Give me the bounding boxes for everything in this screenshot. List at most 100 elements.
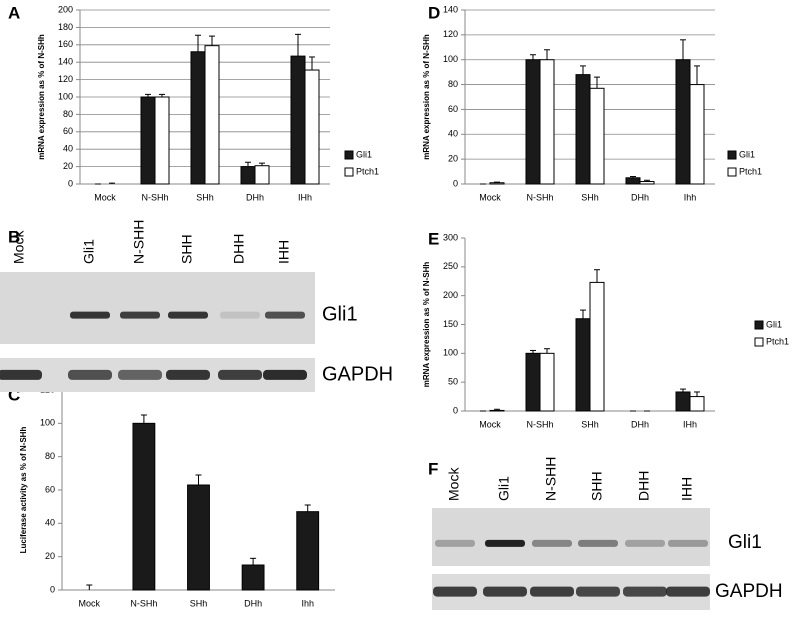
y-tick-label: 180 [58, 22, 73, 32]
error-bar [494, 181, 500, 183]
error-bar [580, 309, 586, 319]
blot-membrane [432, 508, 710, 566]
blot-band [668, 539, 708, 547]
y-axis-label: mRNA expression as % of N-SHh [422, 34, 431, 160]
legend-swatch [344, 150, 354, 160]
y-tick-label: 60 [448, 104, 458, 114]
x-tick-label: N-SHh [526, 419, 553, 429]
bar [140, 96, 156, 185]
y-tick-label: 40 [45, 518, 55, 528]
error-bar [295, 33, 301, 57]
blot-band [576, 586, 620, 597]
y-tick-label: 200 [443, 290, 458, 300]
y-tick-label: 50 [448, 377, 458, 387]
error-bar [195, 34, 201, 52]
bar [689, 84, 705, 185]
x-tick-label: SHh [581, 192, 599, 202]
blot-band [166, 369, 210, 380]
error-bar [309, 56, 315, 71]
y-tick-label: 40 [63, 144, 73, 154]
bar [132, 422, 156, 591]
x-tick-label: Ihh [684, 192, 697, 202]
legend-label: Gli1 [739, 149, 755, 159]
blot-band [483, 586, 527, 597]
y-tick-label: 150 [443, 319, 458, 329]
y-tick-label: 60 [63, 126, 73, 136]
error-bar [580, 65, 586, 75]
error-bar [86, 584, 93, 590]
bar [675, 59, 691, 185]
x-tick-label: SHh [190, 598, 208, 608]
error-bar [530, 349, 536, 354]
error-bar [140, 414, 147, 424]
blot-band [70, 311, 110, 319]
y-tick-label: 0 [453, 405, 458, 415]
error-bar [530, 54, 536, 60]
blot-band [530, 586, 574, 597]
error-bar [680, 388, 686, 392]
panel-label: E [428, 229, 439, 248]
blot-band [666, 586, 710, 597]
bar [575, 74, 591, 185]
panel-label: B [8, 227, 20, 246]
y-tick-label: 140 [443, 4, 458, 14]
bar [589, 281, 605, 412]
lane-label: Mock [446, 467, 462, 501]
lane-label: SHH [179, 234, 195, 264]
x-tick-label: Mock [479, 419, 501, 429]
error-bar [544, 49, 550, 60]
blot-band [0, 369, 42, 380]
error-bar [694, 391, 700, 397]
x-tick-label: Mock [94, 192, 116, 202]
x-tick-label: Mock [479, 192, 501, 202]
blot-band [623, 586, 667, 597]
blot-band [532, 539, 572, 547]
bar [525, 352, 541, 412]
blot-band [263, 369, 307, 380]
y-tick-label: 0 [453, 178, 458, 188]
legend-swatch [344, 167, 354, 177]
error-bar [145, 93, 151, 97]
blot-row-label: Gli1 [728, 532, 762, 553]
lane-label: SHH [589, 471, 605, 501]
blot-band [68, 369, 112, 380]
x-tick-label: Mock [79, 598, 101, 608]
error-bar [594, 76, 600, 89]
y-tick-label: 120 [443, 29, 458, 39]
y-tick-label: 80 [63, 109, 73, 119]
y-tick-label: 0 [68, 178, 73, 188]
lane-label: DHH [636, 471, 652, 501]
bar [254, 165, 270, 185]
y-tick-label: 100 [443, 54, 458, 64]
legend-label: Gli1 [356, 149, 372, 159]
x-tick-label: SHh [581, 419, 599, 429]
bar [296, 511, 320, 591]
blot-band [220, 311, 260, 319]
blot-membrane [0, 272, 315, 344]
error-bar [195, 474, 202, 485]
error-bar [494, 408, 500, 411]
blot-band [218, 369, 262, 380]
error-bar [630, 176, 636, 178]
y-tick-label: 250 [443, 261, 458, 271]
bar [190, 51, 206, 185]
lane-label: DHH [231, 234, 247, 264]
legend-label: Ptch1 [766, 336, 789, 346]
blot-band [168, 311, 208, 319]
panel-label: F [428, 459, 438, 478]
panel-label: A [8, 3, 20, 22]
bar [154, 96, 170, 185]
bar [539, 352, 555, 412]
lane-label: N-SHH [131, 220, 147, 264]
y-axis-label: Luciferase activity as % of N-SHh [19, 427, 28, 554]
bar [539, 59, 555, 185]
bar [689, 396, 705, 412]
bar [589, 87, 605, 185]
bar [290, 55, 306, 185]
legend-swatch [754, 320, 764, 330]
x-tick-label: N-SHh [141, 192, 168, 202]
legend-swatch [754, 337, 764, 347]
x-tick-label: DHh [244, 598, 262, 608]
blot-band [118, 369, 162, 380]
